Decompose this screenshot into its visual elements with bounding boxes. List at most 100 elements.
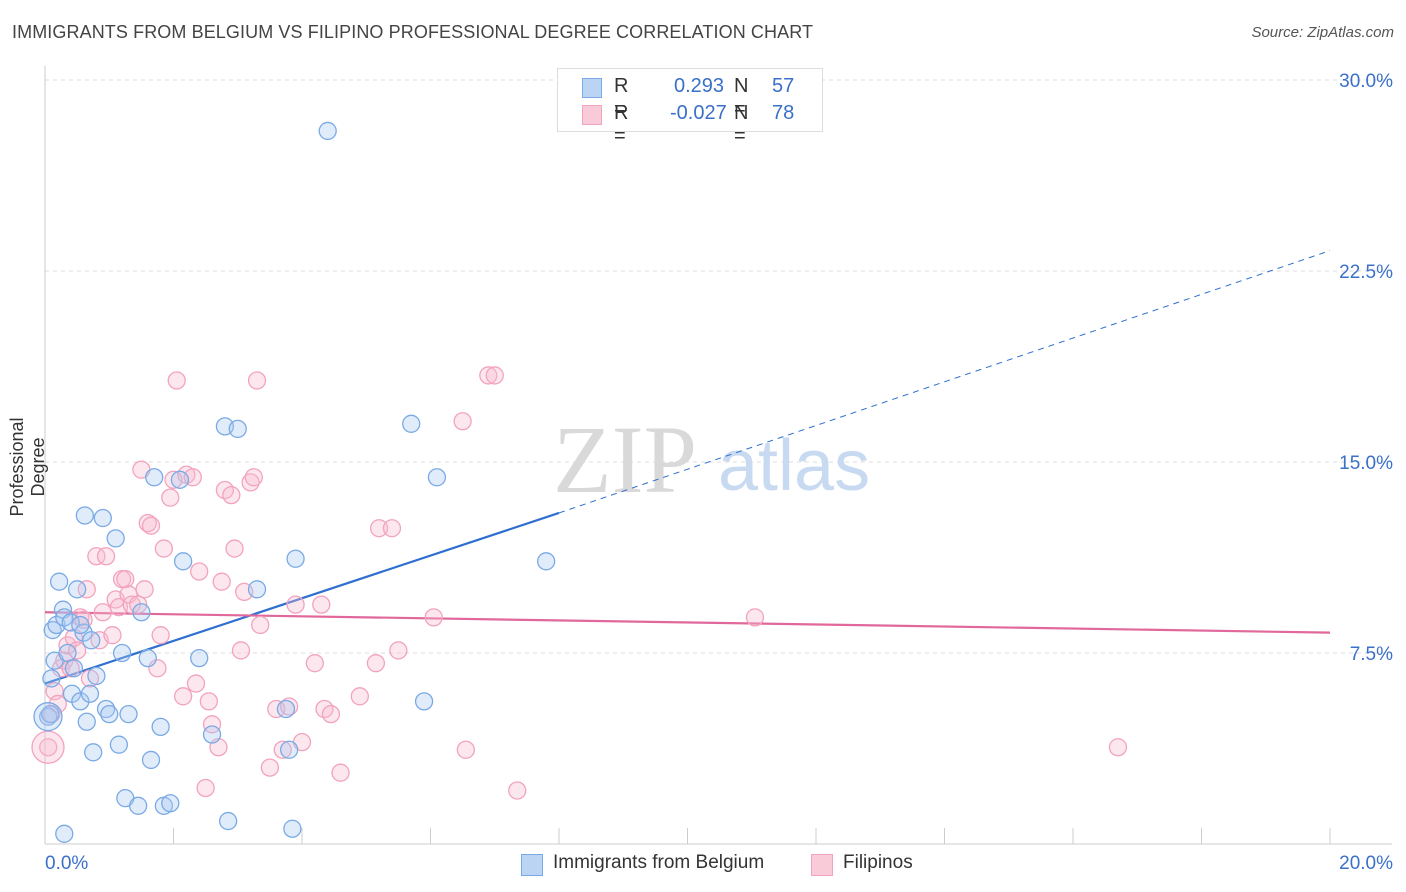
filipino-point [103, 626, 122, 645]
filipino-point [389, 641, 408, 660]
filipino-point [199, 692, 218, 711]
r-label: R = [614, 75, 629, 120]
filipino-point [382, 519, 402, 538]
belgium-point [71, 692, 90, 711]
filipino-point [141, 516, 161, 535]
watermark: ZIP atlas [553, 406, 870, 513]
belgium-point [218, 811, 238, 831]
x-tick-label: 0.0% [45, 853, 88, 874]
filipino-point [196, 778, 215, 798]
belgium-point [283, 819, 302, 838]
belgium-point [84, 743, 103, 762]
belgium-point [247, 580, 267, 599]
belgium-point [49, 572, 69, 591]
belgium-point [537, 552, 556, 571]
n-label: N = [734, 102, 749, 147]
belgium-point [138, 648, 157, 668]
filipino-point [39, 738, 58, 757]
belgium-point [93, 508, 112, 528]
filipino-point [135, 580, 154, 599]
filipino-point [251, 615, 270, 635]
source-credit: Source: ZipAtlas.com [1251, 24, 1394, 41]
filipino-point [273, 740, 292, 759]
belgium-point [77, 712, 96, 731]
belgium-point [42, 669, 61, 688]
belgium-point [151, 717, 170, 737]
belgium-point [58, 643, 77, 663]
belgium-point [71, 615, 90, 635]
filipino-point [222, 485, 241, 505]
filipino-point [508, 781, 527, 800]
belgium-point [96, 699, 116, 719]
filipino-point [424, 608, 443, 627]
belgium-point [109, 735, 129, 754]
n-value: 78 [772, 102, 795, 124]
belgium-point [129, 796, 148, 815]
n-value: 57 [772, 75, 795, 97]
filipino-point [122, 595, 141, 614]
filipino-point [225, 539, 244, 558]
filipino-point [151, 626, 170, 645]
belgium-point [427, 468, 447, 487]
x-tick-label: 20.0% [1339, 853, 1393, 874]
filipino-trend-line [44, 611, 1331, 634]
filipino-point [87, 547, 106, 566]
filipino-point [366, 654, 386, 673]
belgium-point [279, 740, 299, 759]
filipino-point [173, 687, 193, 706]
legend-label-belgium: Immigrants from Belgium [553, 852, 765, 873]
belgium-point [87, 666, 106, 686]
r-value: -0.027 [670, 102, 727, 124]
belgium-point [228, 419, 247, 439]
filipino-point [479, 366, 498, 385]
y-tick-label: 7.5% [1350, 644, 1393, 665]
belgium-point [170, 470, 190, 489]
belgium-point [106, 529, 125, 548]
watermark-zip: ZIP [553, 406, 697, 513]
belgium-point [64, 659, 84, 678]
filipino-point [231, 641, 251, 660]
belgium-point [414, 692, 434, 711]
belgium-point [82, 631, 101, 650]
belgium-point [100, 704, 119, 724]
filipino-point [456, 740, 475, 759]
filipino-point [350, 687, 369, 706]
filipino-point [244, 468, 263, 487]
filipino-point [247, 371, 267, 390]
blue-swatch [582, 78, 602, 98]
pink-swatch [811, 854, 833, 876]
filipino-point [745, 608, 765, 627]
belgium-point [112, 643, 132, 663]
r-value: 0.293 [674, 75, 725, 97]
filipino-point [138, 513, 157, 533]
data-points [31, 121, 1128, 843]
filipino-point [241, 473, 260, 492]
belgium-point [202, 725, 222, 744]
watermark-atlas: atlas [718, 426, 870, 506]
belgium-point [190, 648, 209, 668]
belgium-point [132, 603, 151, 622]
filipino-point [260, 758, 280, 777]
filipino-point [93, 603, 112, 622]
filipino-point [161, 488, 180, 507]
belgium-point [55, 824, 74, 843]
filipino-point [167, 371, 186, 390]
filipino-point [190, 562, 209, 581]
belgium-point [67, 580, 87, 599]
filipino-point [279, 697, 299, 716]
filipino-point [154, 539, 174, 558]
belgium-point [33, 702, 63, 732]
r-label: R = [614, 102, 629, 147]
filipino-point [77, 580, 96, 599]
belgium-point [173, 552, 193, 571]
filipino-point [369, 519, 389, 538]
filipino-point [312, 595, 331, 614]
n-label: N = [734, 75, 749, 120]
belgium-point [47, 615, 66, 635]
y-tick-label: 30.0% [1339, 71, 1393, 92]
belgium-point [286, 549, 305, 568]
belgium-point [40, 704, 60, 724]
y-tick-label: 22.5% [1339, 262, 1393, 283]
chart-title: IMMIGRANTS FROM BELGIUM VS FILIPINO PROF… [12, 22, 814, 42]
pink-swatch [582, 105, 602, 125]
